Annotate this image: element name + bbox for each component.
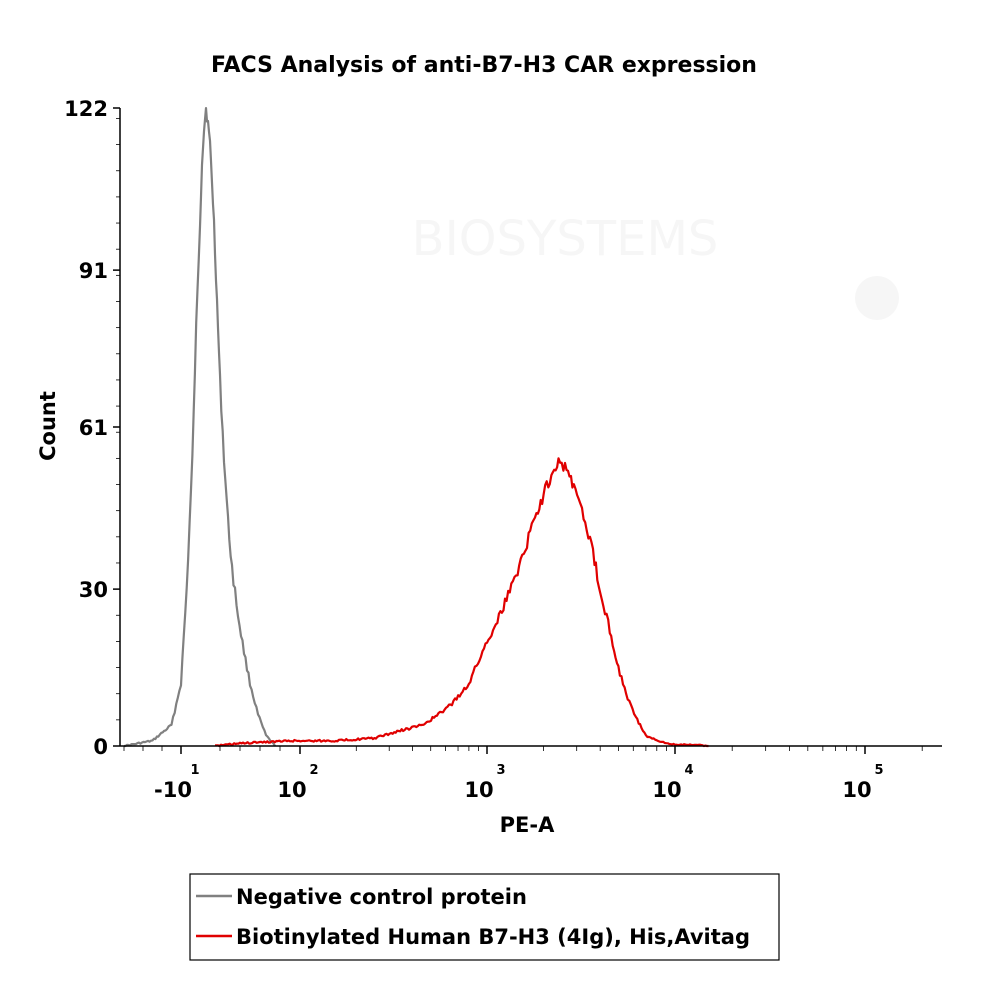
x-tick-label: 10 bbox=[842, 778, 871, 802]
watermark-dot bbox=[855, 276, 899, 320]
y-axis-label: Count bbox=[36, 391, 60, 461]
x-axis-label: PE-A bbox=[500, 813, 555, 837]
watermark-text: BIOSYSTEMS bbox=[412, 211, 719, 267]
y-tick-label: 30 bbox=[79, 578, 108, 602]
chart-title: FACS Analysis of anti-B7-H3 CAR expressi… bbox=[211, 53, 757, 78]
x-tick-exponent: 5 bbox=[874, 763, 883, 778]
y-tick-label: 61 bbox=[79, 416, 108, 440]
x-tick-label: 10 bbox=[464, 778, 493, 802]
x-tick-label: 10 bbox=[652, 778, 681, 802]
watermark: BIOSYSTEMS bbox=[412, 211, 899, 320]
y-tick-label: 122 bbox=[64, 97, 108, 121]
series-layer bbox=[124, 107, 709, 748]
legend-label-negative-control: Negative control protein bbox=[236, 885, 527, 909]
y-axis-ticks: 0 30 61 91 122 bbox=[64, 97, 120, 759]
histogram-series-0 bbox=[124, 107, 276, 748]
legend: Negative control protein Biotinylated Hu… bbox=[189, 873, 780, 961]
legend-box bbox=[189, 873, 780, 961]
x-tick-label: -10 bbox=[154, 778, 192, 802]
legend-label-b7-h3: Biotinylated Human B7-H3 (4Ig), His,Avit… bbox=[236, 925, 750, 949]
histogram-series-1 bbox=[214, 457, 709, 748]
x-tick-exponent: 3 bbox=[496, 763, 505, 778]
y-tick-label: 0 bbox=[93, 735, 108, 759]
x-tick-exponent: 2 bbox=[309, 763, 318, 778]
y-tick-label: 91 bbox=[79, 259, 108, 283]
x-tick-exponent: 4 bbox=[684, 763, 693, 778]
x-tick-exponent: 1 bbox=[190, 763, 199, 778]
x-tick-label: 10 bbox=[277, 778, 306, 802]
